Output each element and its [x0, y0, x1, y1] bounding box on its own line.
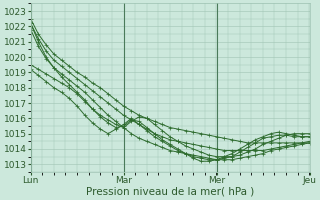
X-axis label: Pression niveau de la mer( hPa ): Pression niveau de la mer( hPa ) [86, 187, 254, 197]
